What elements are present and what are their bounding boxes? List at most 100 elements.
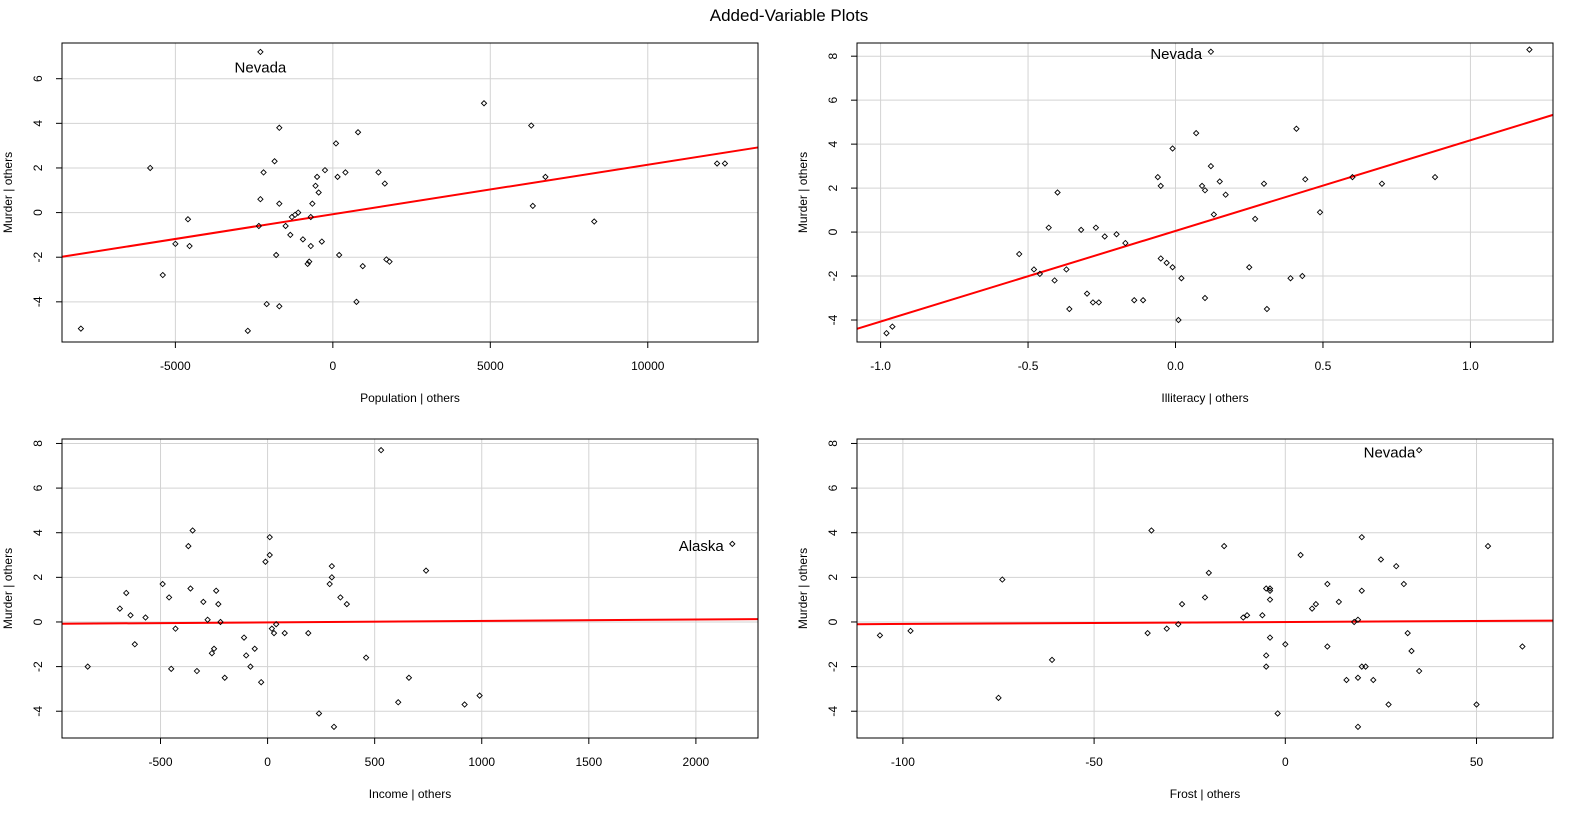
data-point xyxy=(1349,173,1356,181)
data-point xyxy=(1415,667,1423,675)
data-point xyxy=(876,632,884,639)
data-point xyxy=(1148,527,1155,534)
outlier-label: Nevada xyxy=(235,60,287,77)
y-tick-label: 4 xyxy=(31,529,45,536)
data-point xyxy=(266,533,273,541)
data-point xyxy=(1262,663,1270,670)
data-point xyxy=(77,325,85,332)
data-point xyxy=(208,649,216,657)
data-point xyxy=(240,634,248,641)
data-point xyxy=(1266,596,1274,603)
data-point xyxy=(1144,629,1151,637)
data-point xyxy=(1473,701,1480,708)
data-point xyxy=(1130,296,1138,304)
data-point xyxy=(1157,255,1164,262)
y-tick-label: 0 xyxy=(826,618,840,625)
data-point xyxy=(159,580,166,588)
data-point xyxy=(461,701,468,708)
data-point xyxy=(1198,182,1206,190)
x-tick-label: 5000 xyxy=(477,359,504,373)
panel-2: -1.0 -0.5 0.0 0.5 1.0 -4 -2 0 2 4 6 8 Illiteracy | o… xyxy=(796,42,1554,405)
data-point xyxy=(1201,594,1209,601)
data-point xyxy=(215,600,222,608)
data-point xyxy=(1051,277,1058,284)
x-tick-label: 1500 xyxy=(575,755,602,769)
data-point xyxy=(1216,178,1223,185)
data-point xyxy=(1358,587,1366,594)
data-point xyxy=(1362,663,1369,670)
data-point xyxy=(1266,634,1274,641)
x-tick-label: 0 xyxy=(329,359,336,373)
x-tick-label: 0.0 xyxy=(1167,359,1184,373)
data-point xyxy=(883,329,890,337)
data-point xyxy=(1163,625,1170,632)
data-point xyxy=(999,576,1006,583)
data-point xyxy=(1260,180,1268,187)
data-point xyxy=(276,200,283,207)
data-point xyxy=(326,580,333,588)
data-point xyxy=(1083,290,1091,297)
data-point xyxy=(1274,710,1281,717)
data-point xyxy=(187,585,194,592)
data-point xyxy=(251,645,258,652)
data-point xyxy=(590,218,598,225)
data-point xyxy=(1282,641,1289,648)
data-point xyxy=(1178,275,1185,282)
data-point xyxy=(1139,296,1147,304)
data-point xyxy=(1163,259,1170,267)
data-point xyxy=(1045,224,1052,231)
x-tick-label: -100 xyxy=(891,755,915,769)
data-point xyxy=(299,236,307,243)
data-point xyxy=(276,303,283,310)
y-tick-label: 6 xyxy=(31,484,45,491)
data-point xyxy=(1240,614,1247,621)
data-point xyxy=(266,551,273,559)
data-point xyxy=(247,663,254,670)
data-point xyxy=(1415,446,1423,454)
plot-frame xyxy=(856,42,1554,343)
data-point xyxy=(1377,556,1385,563)
regression-line xyxy=(856,619,1554,626)
data-point xyxy=(193,667,201,675)
data-point xyxy=(1220,542,1228,550)
data-point xyxy=(309,200,316,207)
data-point xyxy=(1343,676,1350,684)
y-tick-label: 4 xyxy=(31,120,45,127)
data-point xyxy=(212,587,220,594)
x-tick-label: 500 xyxy=(365,755,385,769)
data-point xyxy=(260,169,267,176)
data-point xyxy=(330,723,338,731)
data-point xyxy=(334,173,341,181)
y-tick-label: 0 xyxy=(31,209,45,216)
data-point xyxy=(343,600,351,608)
data-point xyxy=(242,652,250,659)
x-axis-label: Frost | others xyxy=(1170,787,1240,801)
x-tick-label: 0.5 xyxy=(1315,359,1332,373)
y-tick-label: 6 xyxy=(31,75,45,82)
x-axis-label: Illiteracy | others xyxy=(1161,391,1248,405)
data-point xyxy=(1251,215,1259,223)
y-axis-label: Murder | others xyxy=(1,152,15,233)
data-point xyxy=(1178,600,1186,608)
y-tick-label: -2 xyxy=(31,252,45,263)
y-tick-label: 0 xyxy=(31,618,45,625)
x-tick-label: 50 xyxy=(1470,755,1484,769)
panel-1: -5000 0 5000 10000 -4 -2 0 2 4 6 Population | othe… xyxy=(1,42,759,405)
data-point xyxy=(1287,275,1294,282)
data-point xyxy=(271,158,278,165)
data-point xyxy=(1048,656,1056,664)
data-point xyxy=(480,100,488,107)
data-point xyxy=(276,124,283,132)
data-point xyxy=(287,231,294,239)
data-point xyxy=(1036,270,1044,278)
data-point xyxy=(907,627,914,635)
data-point xyxy=(185,542,192,550)
data-point xyxy=(123,589,130,597)
y-tick-label: 6 xyxy=(826,97,840,104)
y-tick-label: 8 xyxy=(31,440,45,447)
data-point xyxy=(1201,294,1209,302)
data-point xyxy=(172,240,179,248)
data-point xyxy=(1408,647,1415,655)
data-point xyxy=(1210,211,1218,218)
